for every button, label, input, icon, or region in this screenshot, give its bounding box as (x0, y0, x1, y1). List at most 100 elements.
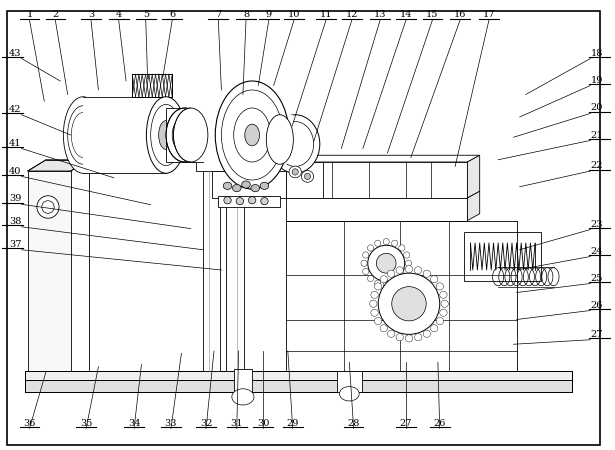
Text: 19: 19 (590, 76, 603, 85)
Ellipse shape (260, 182, 269, 189)
Text: 30: 30 (257, 418, 269, 427)
Polygon shape (252, 115, 295, 173)
Ellipse shape (173, 108, 208, 162)
Bar (286, 162, 323, 198)
Ellipse shape (399, 275, 405, 282)
Text: 13: 13 (374, 10, 386, 19)
Text: 14: 14 (400, 10, 412, 19)
Ellipse shape (271, 115, 320, 173)
Text: 10: 10 (288, 10, 300, 19)
Polygon shape (191, 108, 252, 162)
Polygon shape (286, 155, 480, 162)
Ellipse shape (405, 335, 413, 342)
Text: 35: 35 (80, 418, 92, 427)
Ellipse shape (146, 97, 186, 173)
Text: 20: 20 (590, 104, 603, 112)
Polygon shape (467, 155, 480, 198)
Ellipse shape (436, 283, 443, 290)
Bar (196, 158, 251, 171)
Text: 23: 23 (590, 220, 603, 229)
Text: 41: 41 (9, 139, 22, 148)
Ellipse shape (361, 260, 367, 266)
Ellipse shape (423, 330, 430, 338)
Bar (464, 232, 541, 281)
Ellipse shape (292, 169, 298, 175)
Text: 11: 11 (320, 10, 332, 19)
Ellipse shape (387, 330, 395, 338)
Ellipse shape (368, 245, 374, 251)
Ellipse shape (37, 196, 59, 218)
Ellipse shape (236, 198, 244, 205)
Text: 32: 32 (200, 418, 212, 427)
Ellipse shape (403, 268, 410, 274)
Ellipse shape (261, 198, 268, 205)
Ellipse shape (215, 81, 289, 189)
Text: 39: 39 (9, 194, 22, 203)
Ellipse shape (251, 184, 260, 192)
Ellipse shape (380, 324, 387, 332)
Bar (226, 164, 244, 371)
Ellipse shape (380, 276, 387, 283)
Ellipse shape (375, 283, 382, 290)
Text: 16: 16 (454, 10, 466, 19)
Ellipse shape (430, 324, 438, 332)
Text: 9: 9 (266, 10, 272, 19)
Ellipse shape (266, 115, 293, 164)
Bar (337, 371, 362, 392)
Ellipse shape (232, 184, 241, 192)
Text: 22: 22 (590, 161, 603, 170)
Ellipse shape (368, 245, 405, 281)
Text: 21: 21 (590, 130, 603, 140)
Ellipse shape (396, 267, 403, 274)
Ellipse shape (378, 273, 440, 334)
Ellipse shape (375, 318, 382, 325)
Ellipse shape (440, 291, 447, 298)
Ellipse shape (423, 270, 430, 277)
Ellipse shape (277, 122, 314, 166)
Text: 15: 15 (426, 10, 438, 19)
Ellipse shape (172, 117, 197, 153)
Ellipse shape (375, 240, 381, 247)
Text: 6: 6 (169, 10, 175, 19)
Ellipse shape (405, 260, 411, 266)
Ellipse shape (151, 104, 181, 166)
Polygon shape (25, 380, 572, 392)
Ellipse shape (399, 245, 405, 251)
Ellipse shape (415, 333, 422, 341)
Ellipse shape (368, 275, 374, 282)
Text: 12: 12 (346, 10, 358, 19)
Ellipse shape (392, 287, 426, 321)
Text: 26: 26 (590, 301, 603, 310)
Text: 34: 34 (128, 418, 140, 427)
Ellipse shape (304, 173, 311, 180)
Text: 18: 18 (590, 49, 603, 58)
Polygon shape (28, 160, 89, 171)
Polygon shape (286, 198, 467, 220)
Text: 29: 29 (287, 418, 299, 427)
Ellipse shape (436, 318, 443, 325)
Ellipse shape (248, 197, 256, 204)
Text: 42: 42 (9, 105, 22, 114)
Ellipse shape (441, 300, 448, 307)
Text: 5: 5 (143, 10, 149, 19)
Ellipse shape (242, 181, 250, 188)
Ellipse shape (363, 268, 369, 274)
Ellipse shape (232, 389, 254, 405)
Polygon shape (28, 171, 71, 371)
Text: 7: 7 (215, 10, 221, 19)
Polygon shape (166, 108, 203, 162)
Ellipse shape (405, 266, 413, 273)
Text: 31: 31 (231, 418, 243, 427)
Text: 36: 36 (23, 418, 36, 427)
Ellipse shape (383, 282, 389, 288)
Ellipse shape (223, 182, 232, 189)
Ellipse shape (245, 124, 260, 146)
Text: 25: 25 (590, 274, 603, 283)
Ellipse shape (392, 280, 398, 286)
Polygon shape (467, 191, 480, 220)
Bar (218, 196, 280, 207)
Text: 17: 17 (483, 10, 495, 19)
Ellipse shape (370, 300, 377, 307)
Polygon shape (286, 162, 467, 198)
Ellipse shape (289, 166, 301, 178)
